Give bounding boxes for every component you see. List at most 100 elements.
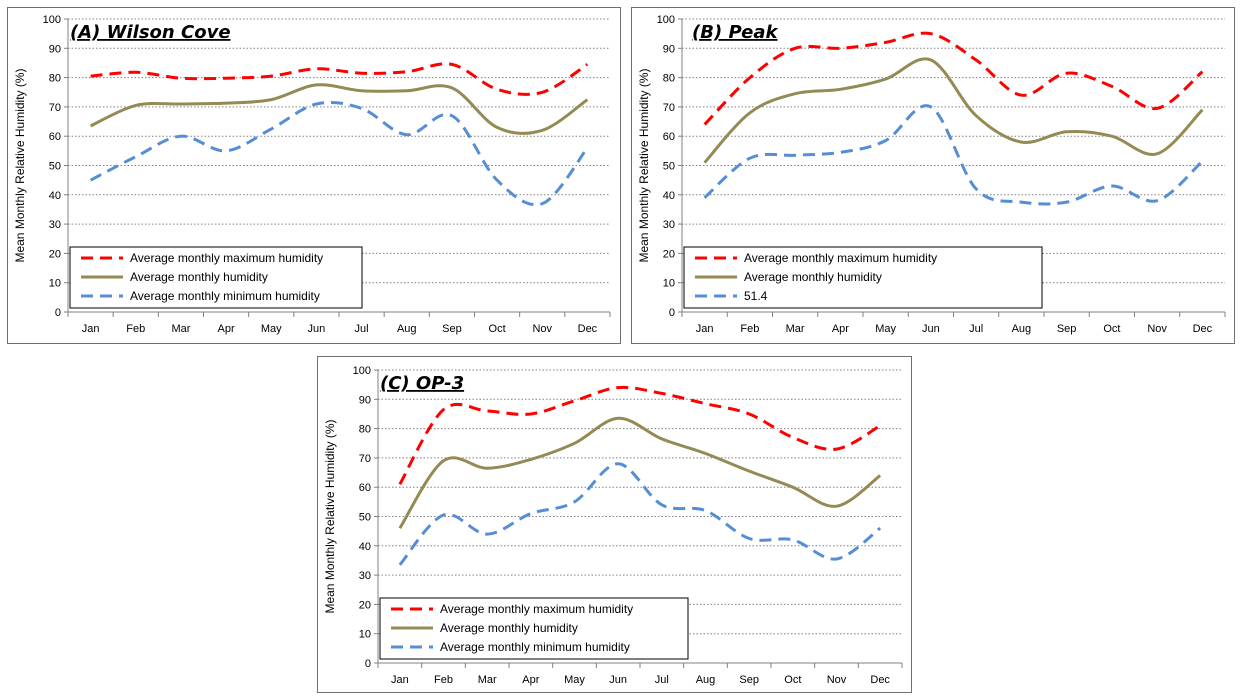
y-tick-label-c-60: 60 [359, 482, 371, 494]
x-tick-label-a-jul: Jul [355, 323, 369, 335]
y-tick-label-b-10: 10 [663, 278, 675, 290]
x-tick-label-c-aug: Aug [696, 674, 716, 686]
x-tick-label-c-sep: Sep [739, 674, 759, 686]
series-line-b-1 [703, 31, 1204, 126]
x-tick-label-b-jan: Jan [696, 323, 714, 335]
legend-label-a-1: Average monthly maximum humidity [130, 251, 323, 265]
y-tick-label-b-60: 60 [663, 131, 675, 143]
y-axis-title-c: Mean Monthly Relative Humidity (%) [323, 419, 337, 613]
legend-label-b-3: 51.4 [744, 289, 768, 303]
y-tick-label-a-0: 0 [55, 307, 61, 319]
x-tick-label-a-oct: Oct [489, 323, 506, 335]
series-line-a-3 [89, 101, 589, 207]
x-tick-label-a-mar: Mar [171, 323, 190, 335]
y-tick-label-b-0: 0 [669, 307, 675, 319]
x-tick-label-b-aug: Aug [1012, 323, 1032, 335]
x-tick-label-b-may: May [875, 323, 896, 335]
chart-title-backing-a [69, 22, 232, 45]
y-tick-label-a-30: 30 [49, 219, 61, 231]
chart-title-c: (C) OP-3 [380, 373, 464, 394]
y-tick-label-b-40: 40 [663, 190, 675, 202]
chart-title-backing-c [379, 373, 466, 396]
x-tick-label-a-feb: Feb [126, 323, 145, 335]
y-tick-label-a-80: 80 [49, 73, 61, 85]
chart-title-a: (A) Wilson Cove [70, 22, 231, 43]
y-tick-label-b-70: 70 [663, 102, 675, 114]
chart-panel-a: 0 10 20 30 40 50 60 70 80 90 100 Jan Feb Mar Apr May Jun… [7, 7, 621, 344]
legend-label-b-2: Average monthly humidity [744, 270, 882, 284]
x-tick-label-b-jun: Jun [922, 323, 940, 335]
y-tick-label-c-30: 30 [359, 570, 371, 582]
y-tick-label-c-100: 100 [353, 365, 371, 377]
series-line-b-3 [703, 104, 1204, 206]
x-tick-label-c-mar: Mar [478, 674, 497, 686]
legend-label-a-3: Average monthly minimum humidity [130, 289, 320, 303]
legend-label-c-1: Average monthly maximum humidity [440, 602, 633, 616]
y-tick-label-c-10: 10 [359, 629, 371, 641]
x-tick-label-b-feb: Feb [740, 323, 759, 335]
x-tick-label-a-jan: Jan [82, 323, 100, 335]
x-tick-label-c-apr: Apr [522, 674, 539, 686]
x-tick-label-b-oct: Oct [1103, 323, 1120, 335]
series-line-c-2 [398, 416, 882, 530]
series-line-a-2 [89, 83, 589, 135]
y-tick-label-b-50: 50 [663, 161, 675, 173]
x-tick-label-a-may: May [261, 323, 282, 335]
y-axis-title-a: Mean Monthly Relative Humidity (%) [13, 68, 27, 262]
y-tick-label-b-100: 100 [657, 14, 675, 26]
x-tick-label-b-sep: Sep [1057, 323, 1077, 335]
y-tick-label-c-20: 20 [359, 599, 371, 611]
y-tick-label-a-50: 50 [49, 161, 61, 173]
series-line-a-1 [90, 62, 589, 96]
y-tick-label-a-40: 40 [49, 190, 61, 202]
chart-panel-b: 0 10 20 30 40 50 60 70 80 90 100 Jan Feb Mar Apr May Jun… [631, 7, 1235, 344]
y-tick-label-c-0: 0 [365, 658, 371, 670]
x-tick-label-b-apr: Apr [832, 323, 849, 335]
x-tick-label-c-jun: Jun [609, 674, 627, 686]
legend-label-a-2: Average monthly humidity [130, 270, 268, 284]
x-tick-label-b-mar: Mar [786, 323, 805, 335]
series-line-c-1 [398, 385, 881, 486]
x-tick-label-b-dec: Dec [1193, 323, 1213, 335]
x-tick-label-c-jan: Jan [391, 674, 409, 686]
series-line-b-2 [703, 57, 1204, 164]
y-tick-label-b-90: 90 [663, 43, 675, 55]
x-tick-label-a-apr: Apr [218, 323, 235, 335]
y-tick-label-a-100: 100 [43, 14, 61, 26]
x-tick-label-c-nov: Nov [827, 674, 847, 686]
x-tick-label-a-jun: Jun [308, 323, 326, 335]
x-tick-label-a-dec: Dec [578, 323, 598, 335]
chart-a-svg: 0 10 20 30 40 50 60 70 80 90 100 Jan Feb Mar Apr May Jun… [13, 14, 611, 335]
y-tick-label-c-70: 70 [359, 453, 371, 465]
x-tick-label-c-jul: Jul [655, 674, 669, 686]
y-tick-label-a-90: 90 [49, 43, 61, 55]
x-tick-label-c-may: May [564, 674, 585, 686]
x-tick-label-c-oct: Oct [784, 674, 801, 686]
x-tick-label-b-jul: Jul [969, 323, 983, 335]
y-tick-label-a-20: 20 [49, 248, 61, 260]
legend-box-b [683, 246, 1043, 309]
chart-title-b: (B) Peak [692, 22, 779, 43]
series-line-c-3 [398, 462, 882, 566]
y-tick-label-b-30: 30 [663, 219, 675, 231]
chart-c-svg: 0 10 20 30 40 50 60 70 80 90 100 Jan Feb Mar Apr May Jun… [323, 365, 903, 686]
y-tick-label-c-90: 90 [359, 394, 371, 406]
y-tick-label-a-10: 10 [49, 278, 61, 290]
chart-b-svg: 0 10 20 30 40 50 60 70 80 90 100 Jan Feb Mar Apr May Jun… [637, 14, 1226, 335]
y-tick-label-a-70: 70 [49, 102, 61, 114]
x-tick-label-b-nov: Nov [1147, 323, 1167, 335]
x-tick-label-a-aug: Aug [397, 323, 417, 335]
legend-label-c-3: Average monthly minimum humidity [440, 640, 630, 654]
y-axis-title-b: Mean Monthly Relative Humidity (%) [637, 68, 651, 262]
y-tick-label-a-60: 60 [49, 131, 61, 143]
y-tick-label-b-80: 80 [663, 73, 675, 85]
legend-label-c-2: Average monthly humidity [440, 621, 578, 635]
legend-label-b-1: Average monthly maximum humidity [744, 251, 937, 265]
chart-panel-c: 0 10 20 30 40 50 60 70 80 90 100 Jan Feb Mar Apr May Jun… [317, 356, 912, 693]
y-tick-label-c-40: 40 [359, 541, 371, 553]
x-tick-label-a-sep: Sep [442, 323, 462, 335]
x-tick-label-c-feb: Feb [434, 674, 453, 686]
y-tick-label-c-80: 80 [359, 424, 371, 436]
y-tick-label-b-20: 20 [663, 248, 675, 260]
chart-title-backing-b [691, 22, 780, 45]
